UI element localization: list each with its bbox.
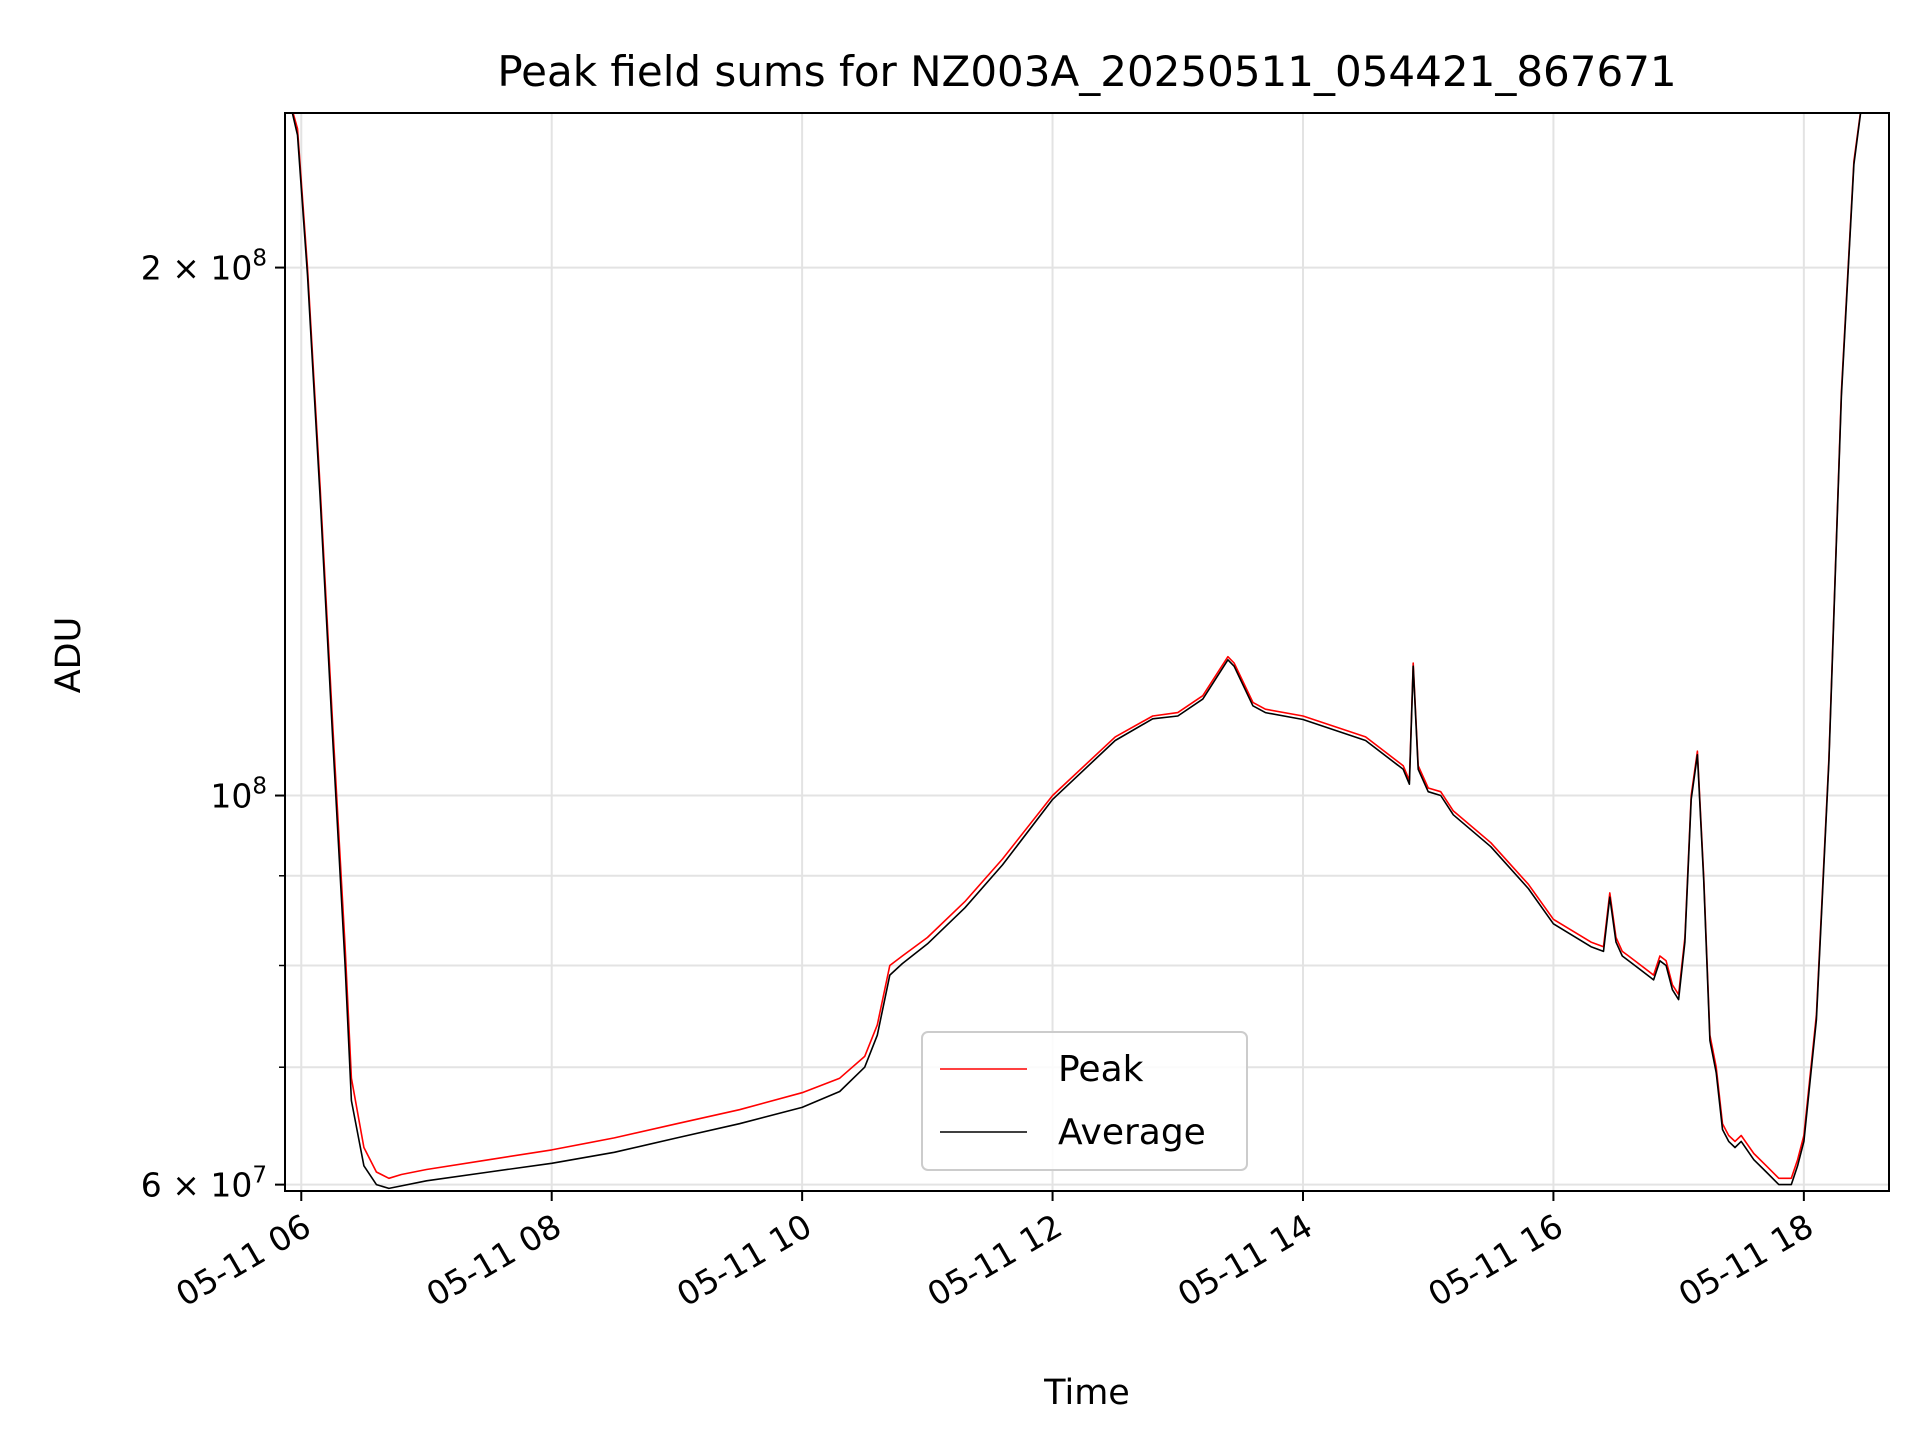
y-tick-label-0: 6 × 107 (141, 1163, 267, 1205)
y-ticks: 6 × 107 108 2 × 108 (141, 246, 285, 1205)
series-group (291, 113, 1862, 1190)
plot-frame (284, 112, 1890, 1192)
legend-label-average: Average (1058, 1112, 1206, 1153)
x-axis-label: Time (1043, 1373, 1130, 1413)
legend-label-peak: Peak (1058, 1049, 1144, 1090)
chart-title: Peak field sums for NZ003A_20250511_0544… (497, 47, 1676, 96)
y-tick-label-1: 108 (210, 774, 267, 816)
y-tick-label-2: 2 × 108 (141, 246, 267, 288)
series-line-average (291, 113, 1862, 1190)
legend: Peak Average (921, 1031, 1248, 1171)
y-axis-label: ADU (49, 617, 89, 694)
legend-box (921, 1031, 1248, 1171)
